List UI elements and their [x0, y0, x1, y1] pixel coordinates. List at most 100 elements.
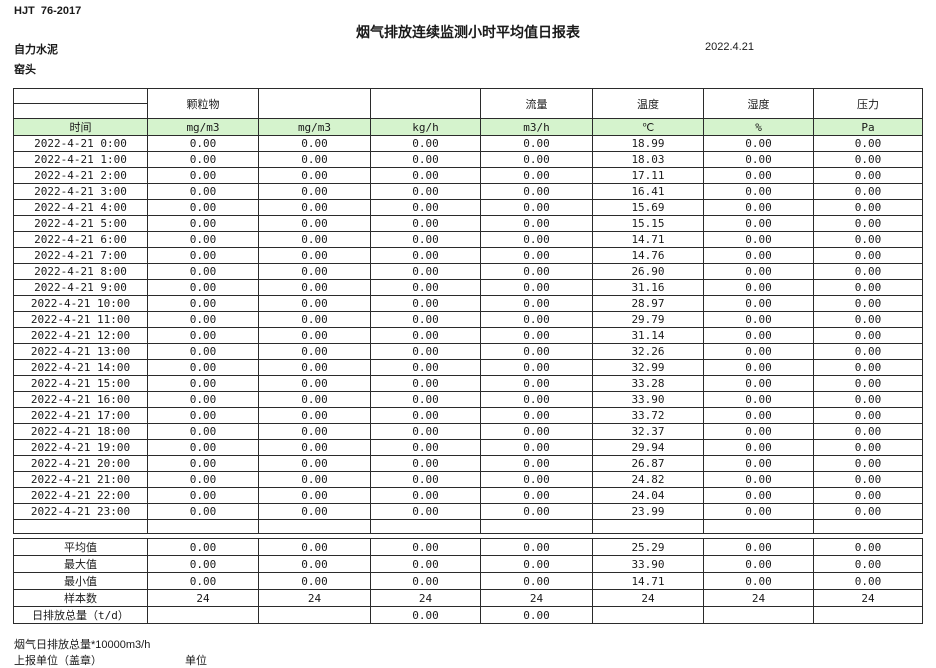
value-cell: 0.00 [147, 503, 259, 520]
value-cell: 23.99 [592, 503, 704, 520]
summary-row: 样本数 24 24 24 24 24 24 24 [13, 589, 923, 607]
time-cell: 2022-4-21 6:00 [13, 231, 148, 248]
value-cell: 0.00 [703, 135, 814, 152]
value-cell: 0.00 [813, 423, 923, 440]
value-cell: 0.00 [813, 135, 923, 152]
value-cell: 0.00 [370, 327, 481, 344]
value-cell: 24.82 [592, 471, 704, 488]
empty-row [13, 519, 923, 534]
value-cell: 0.00 [813, 471, 923, 488]
value-cell: 0.00 [258, 151, 371, 168]
main-table-body: 2022-4-21 0:00 0.00 0.00 0.00 0.00 18.99 0.00 0… [13, 135, 923, 534]
unit-mgm3-1: mg/m3 [147, 118, 259, 136]
summary-value-cell [703, 606, 814, 624]
value-cell: 0.00 [370, 423, 481, 440]
summary-row: 平均值 0.00 0.00 0.00 0.00 25.29 0.00 0.00 [13, 538, 923, 556]
station-name: 窑头 [14, 64, 36, 76]
value-cell: 0.00 [370, 151, 481, 168]
summary-value-cell: 0.00 [258, 572, 371, 590]
empty-cell [813, 519, 923, 534]
time-cell: 2022-4-21 7:00 [13, 247, 148, 264]
value-cell: 0.00 [370, 311, 481, 328]
empty-cell [480, 519, 593, 534]
empty-cell [370, 519, 481, 534]
value-cell: 0.00 [480, 343, 593, 360]
summary-table: 平均值 0.00 0.00 0.00 0.00 25.29 0.00 0.00 最大值 0.00 0… [13, 538, 923, 624]
value-cell: 0.00 [813, 231, 923, 248]
daily-total-note: 烟气日排放总量*10000m3/h [14, 639, 151, 651]
summary-value-cell: 0.00 [370, 538, 481, 556]
time-cell: 2022-4-21 2:00 [13, 167, 148, 184]
time-cell: 2022-4-21 20:00 [13, 455, 148, 472]
value-cell: 0.00 [370, 167, 481, 184]
value-cell: 0.00 [370, 279, 481, 296]
group-header-row: 颗粒物 流量 温度 湿度 压力 [13, 88, 923, 119]
value-cell: 0.00 [258, 135, 371, 152]
value-cell: 24.04 [592, 487, 704, 504]
value-cell: 0.00 [147, 375, 259, 392]
value-cell: 28.97 [592, 295, 704, 312]
summary-row: 最小值 0.00 0.00 0.00 0.00 14.71 0.00 0.00 [13, 572, 923, 590]
summary-value-cell: 0.00 [813, 572, 923, 590]
value-cell: 0.00 [258, 343, 371, 360]
value-cell: 0.00 [258, 503, 371, 520]
value-cell: 0.00 [480, 311, 593, 328]
main-table: 颗粒物 流量 温度 湿度 压力 时间 mg/m3 mg/m3 kg/h m3/h… [13, 88, 923, 534]
summary-value-cell: 0.00 [480, 572, 593, 590]
value-cell: 0.00 [480, 247, 593, 264]
value-cell: 0.00 [813, 407, 923, 424]
value-cell: 0.00 [258, 199, 371, 216]
time-cell: 2022-4-21 0:00 [13, 135, 148, 152]
value-cell: 0.00 [370, 375, 481, 392]
summary-value-cell: 24 [258, 589, 371, 607]
value-cell: 0.00 [480, 439, 593, 456]
time-cell: 2022-4-21 1:00 [13, 151, 148, 168]
empty-cell [13, 519, 148, 534]
value-cell: 0.00 [480, 407, 593, 424]
empty-cell [592, 519, 704, 534]
unit-percent: % [703, 118, 814, 136]
value-cell: 0.00 [258, 439, 371, 456]
doc-code: HJT 76-2017 [14, 5, 82, 17]
value-cell: 0.00 [480, 135, 593, 152]
time-cell: 2022-4-21 18:00 [13, 423, 148, 440]
value-cell: 0.00 [147, 135, 259, 152]
value-cell: 0.00 [258, 263, 371, 280]
data-row: 2022-4-21 19:00 0.00 0.00 0.00 0.00 29.94 0.00… [13, 439, 923, 456]
value-cell: 0.00 [370, 439, 481, 456]
value-cell: 18.99 [592, 135, 704, 152]
time-header: 时间 [13, 118, 148, 136]
value-cell: 0.00 [703, 295, 814, 312]
time-cell: 2022-4-21 22:00 [13, 487, 148, 504]
summary-value-cell [592, 606, 704, 624]
value-cell: 15.69 [592, 199, 704, 216]
value-cell: 0.00 [147, 327, 259, 344]
value-cell: 0.00 [480, 487, 593, 504]
summary-value-cell [813, 606, 923, 624]
value-cell: 0.00 [147, 343, 259, 360]
summary-value-cell: 0.00 [703, 572, 814, 590]
data-row: 2022-4-21 10:00 0.00 0.00 0.00 0.00 28.97 0.00… [13, 295, 923, 312]
summary-label-cell: 样本数 [13, 589, 148, 607]
value-cell: 0.00 [258, 455, 371, 472]
data-row: 2022-4-21 15:00 0.00 0.00 0.00 0.00 33.28 0.00… [13, 375, 923, 392]
value-cell: 0.00 [147, 215, 259, 232]
value-cell: 0.00 [147, 407, 259, 424]
data-row: 2022-4-21 1:00 0.00 0.00 0.00 0.00 18.03 0.00 0… [13, 151, 923, 168]
data-row: 2022-4-21 0:00 0.00 0.00 0.00 0.00 18.99 0.00 0… [13, 135, 923, 152]
value-cell: 0.00 [370, 343, 481, 360]
value-cell: 0.00 [370, 231, 481, 248]
value-cell: 0.00 [147, 311, 259, 328]
time-cell: 2022-4-21 8:00 [13, 263, 148, 280]
value-cell: 0.00 [813, 359, 923, 376]
value-cell: 0.00 [370, 359, 481, 376]
value-cell: 0.00 [147, 487, 259, 504]
summary-value-cell: 24 [813, 589, 923, 607]
data-row: 2022-4-21 12:00 0.00 0.00 0.00 0.00 31.14 0.00… [13, 327, 923, 344]
unit-mgm3-2: mg/m3 [258, 118, 371, 136]
summary-value-cell: 24 [592, 589, 704, 607]
data-row: 2022-4-21 11:00 0.00 0.00 0.00 0.00 29.79 0.00… [13, 311, 923, 328]
data-row: 2022-4-21 2:00 0.00 0.00 0.00 0.00 17.11 0.00 0… [13, 167, 923, 184]
value-cell: 0.00 [480, 263, 593, 280]
time-cell: 2022-4-21 13:00 [13, 343, 148, 360]
